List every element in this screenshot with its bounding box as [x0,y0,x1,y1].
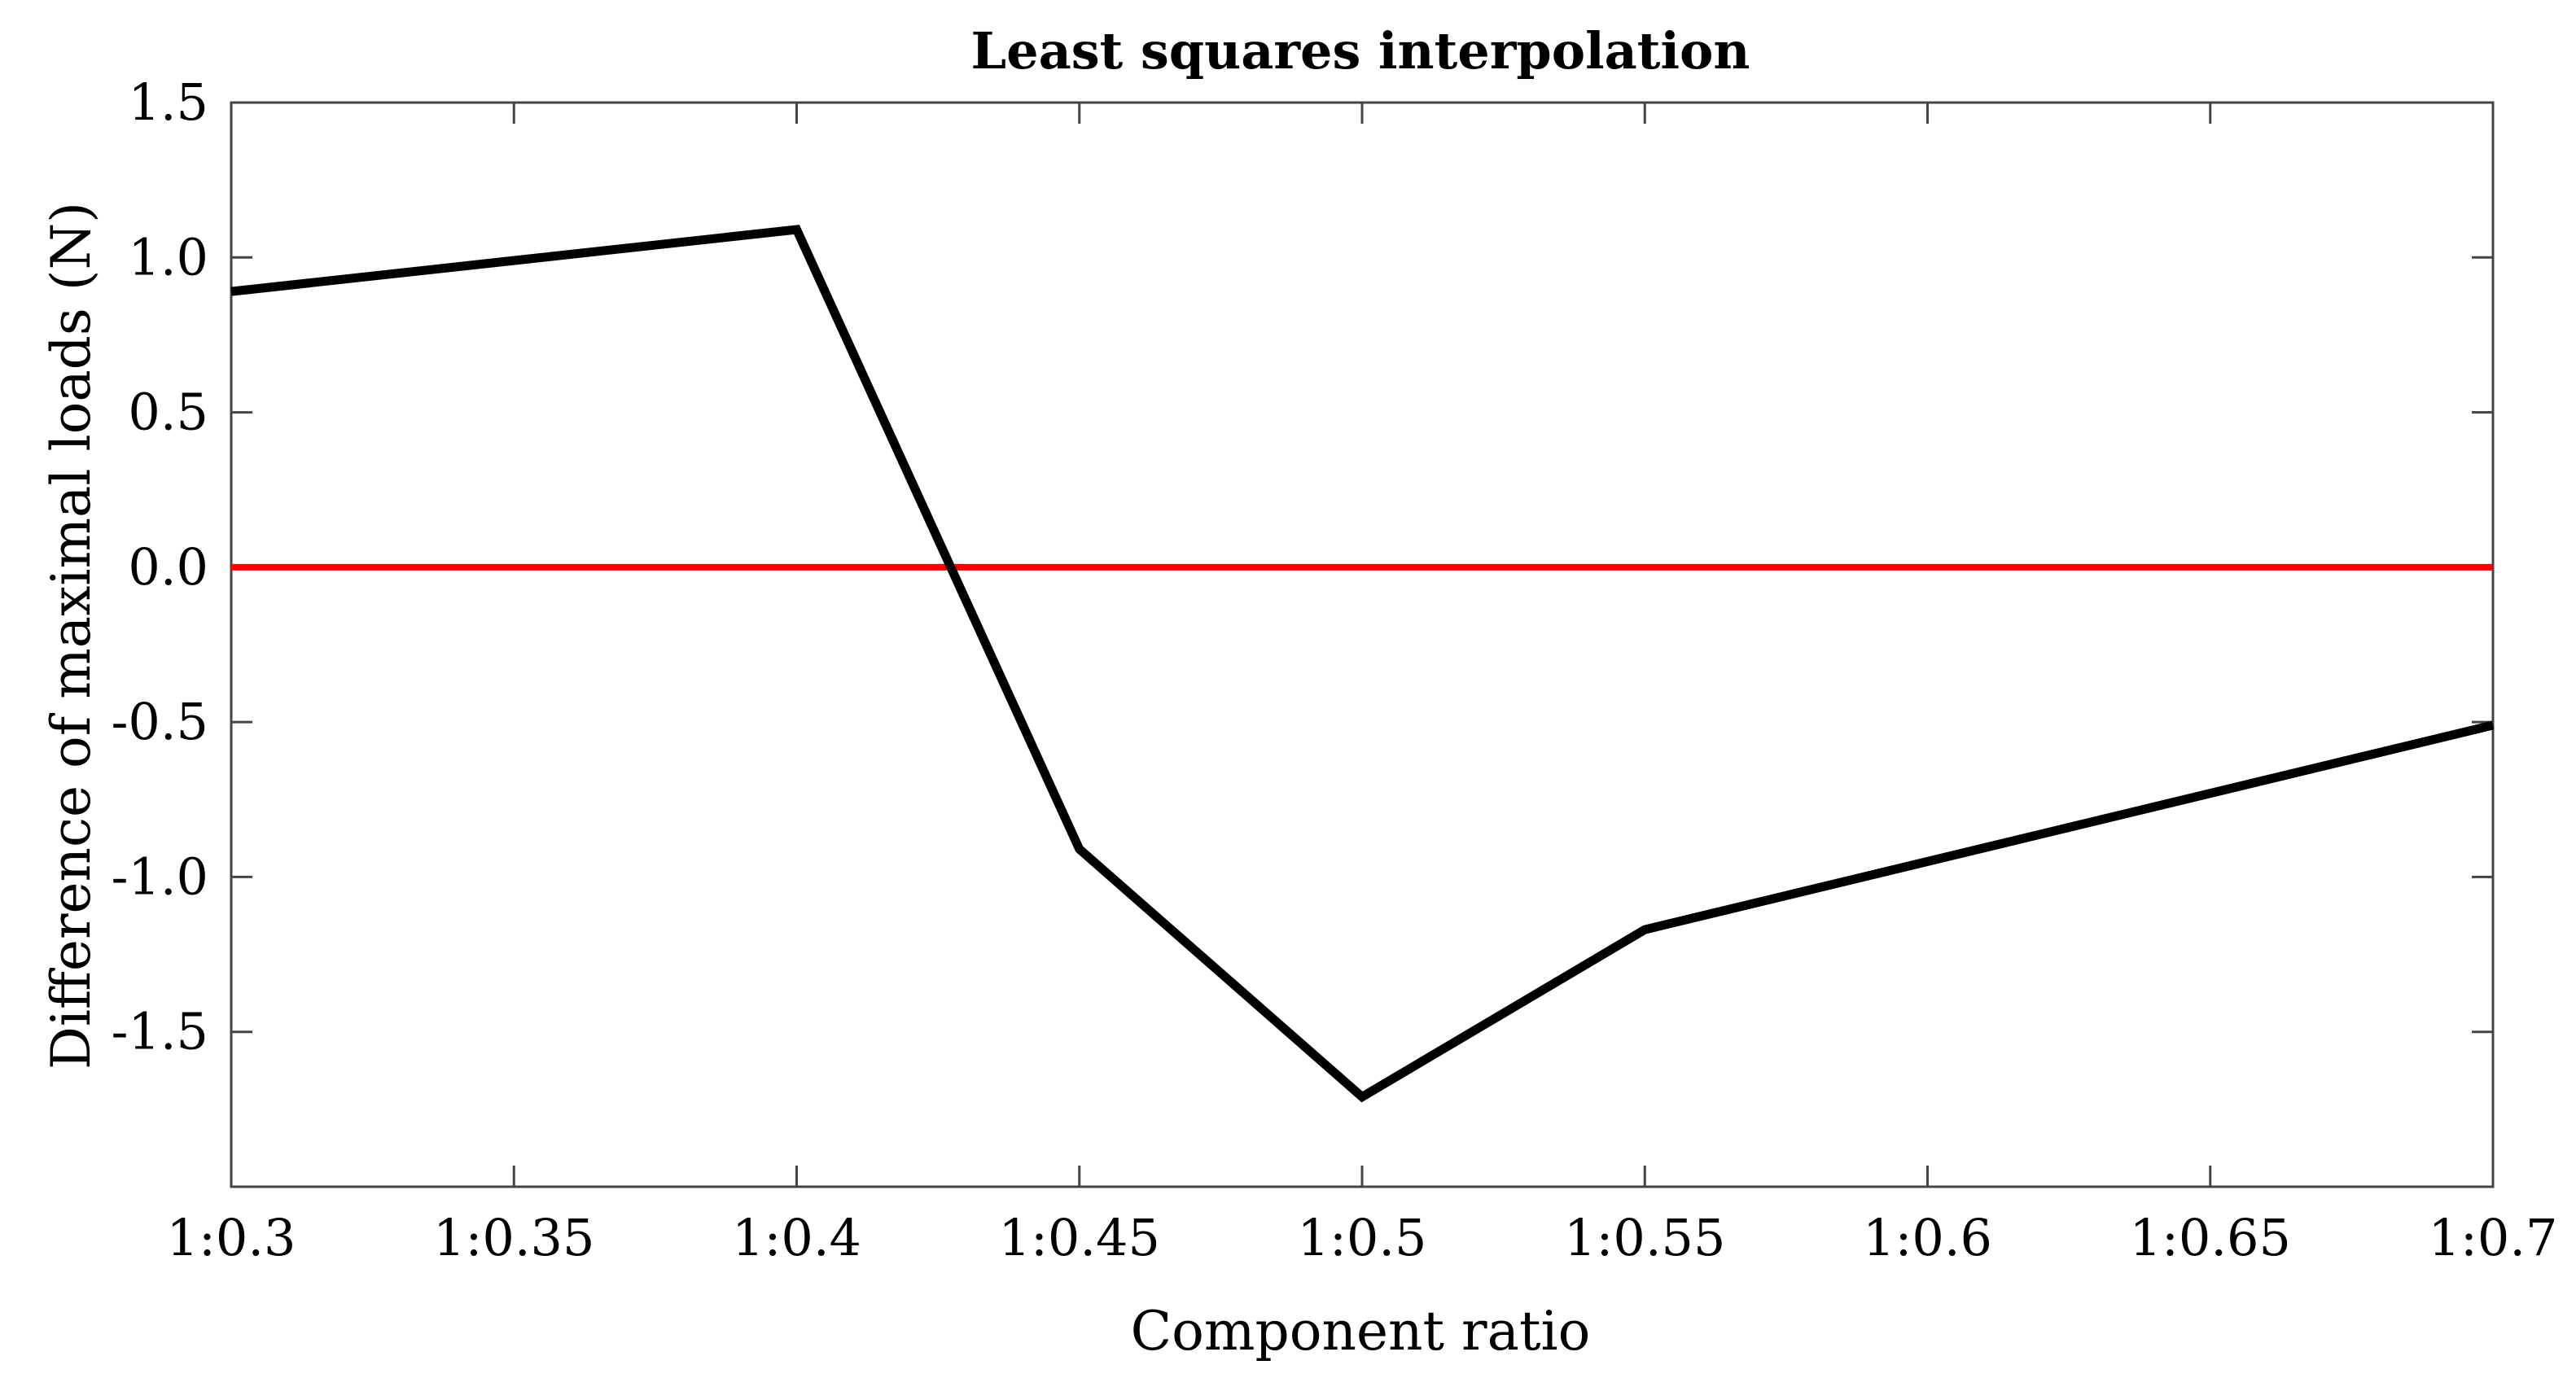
y-tick-label: 0.0 [128,537,208,597]
x-tick-label: 1:0.5 [1298,1208,1427,1267]
chart-title: Least squares interpolation [971,21,1750,81]
y-tick-label: 1.5 [128,72,208,132]
x-axis-label: Component ratio [1131,1300,1591,1363]
y-tick-label: 1.0 [128,227,208,287]
x-tick-label: 1:0.35 [433,1208,594,1267]
x-tick-label: 1:0.65 [2130,1208,2291,1267]
y-axis-label: Difference of maximal loads (N) [40,202,103,1070]
data-point [1079,848,1080,850]
y-tick-label: -1.0 [111,847,208,906]
series-line [230,225,2495,1103]
y-tick-label: 0.5 [128,383,208,442]
x-tick-label: 1:0.3 [167,1208,296,1267]
x-tick-label: 1:0.6 [1863,1208,1992,1267]
plot-frame [230,101,2495,1188]
x-tick-label: 1:0.45 [999,1208,1160,1267]
y-tick-label: -1.5 [111,1002,208,1061]
y-tick-label: -0.5 [111,692,208,751]
x-tick-label: 1:0.55 [1564,1208,1725,1267]
x-tick-label: 1:0.7 [2429,1208,2558,1267]
data-point [230,291,232,292]
data-point [1361,1096,1363,1098]
x-tick-label: 1:0.4 [732,1208,861,1267]
data-point [2492,724,2494,726]
